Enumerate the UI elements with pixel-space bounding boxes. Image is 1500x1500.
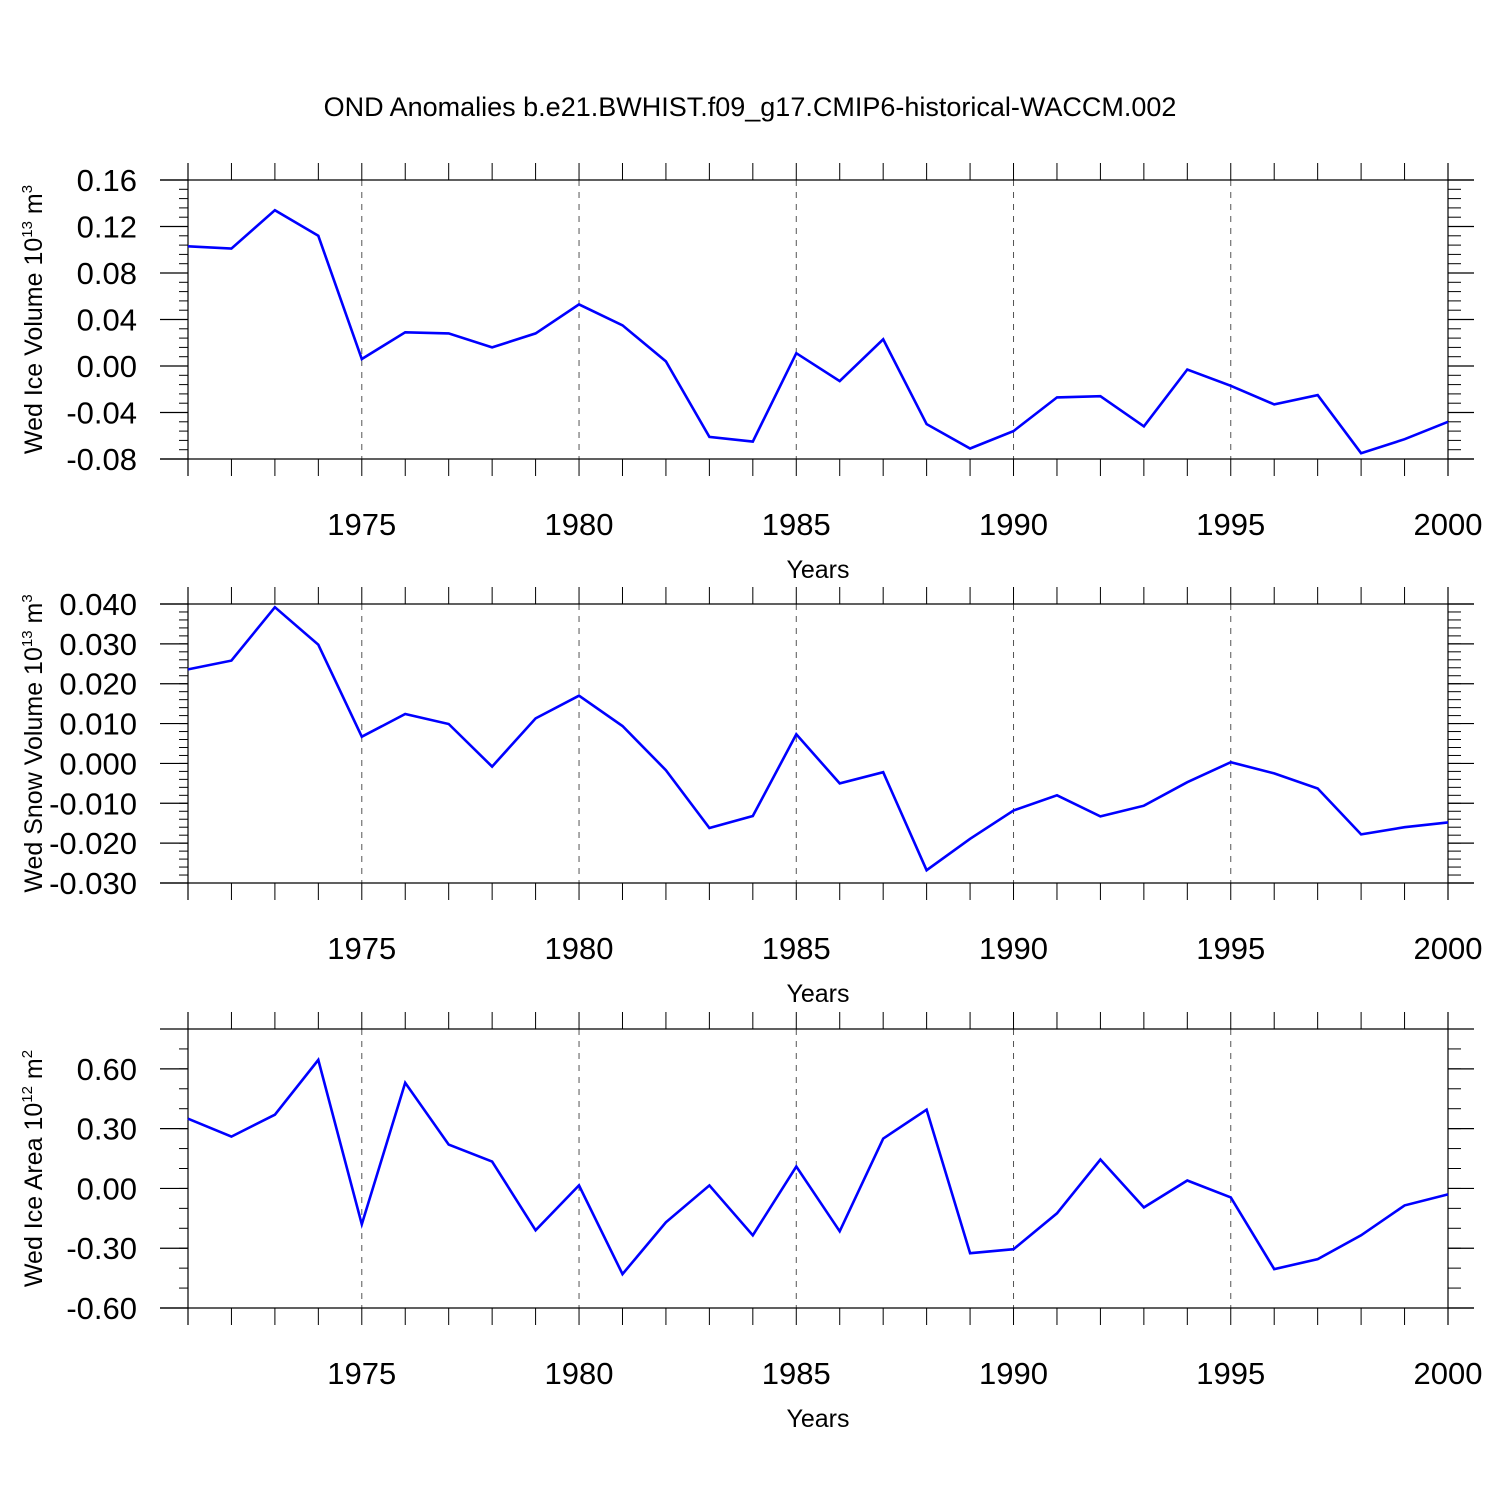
y-tick-label: -0.08: [66, 442, 137, 477]
y-tick-label: 0.00: [77, 1171, 137, 1206]
y-tick-label: -0.60: [66, 1291, 137, 1326]
x-tick-label: 1985: [762, 931, 831, 966]
x-tick-label: 1975: [327, 931, 396, 966]
y-label-superscript: 12: [19, 1086, 36, 1103]
x-tick-label: 1980: [545, 1356, 614, 1391]
y-tick-label: 0.16: [77, 163, 137, 198]
x-axis-label: Years: [786, 980, 849, 1008]
x-axis-label: Years: [786, 556, 849, 584]
y-label-text: Wed Snow Volume 10: [20, 647, 48, 893]
x-tick-label: 1980: [545, 931, 614, 966]
x-axis-label: Years: [786, 1405, 849, 1433]
y-tick-label: 0.30: [77, 1112, 137, 1147]
x-tick-label: 1975: [327, 1356, 396, 1391]
y-tick-label: 0.60: [77, 1052, 137, 1087]
y-label-superscript: 3: [19, 185, 36, 193]
x-tick-label: 1995: [1196, 931, 1265, 966]
y-label-superscript: 3: [19, 594, 36, 602]
y-label-text: m: [20, 1058, 48, 1086]
x-tick-label: 1995: [1196, 507, 1265, 542]
y-label-superscript: 2: [19, 1050, 36, 1058]
y-tick-label: -0.030: [49, 866, 137, 901]
y-tick-label: -0.30: [66, 1231, 137, 1266]
y-tick-label: -0.04: [66, 396, 137, 431]
x-tick-label: 1990: [979, 1356, 1048, 1391]
y-tick-label: 0.000: [59, 746, 137, 781]
x-tick-label: 1980: [545, 507, 614, 542]
y-tick-label: 0.04: [77, 303, 137, 338]
x-tick-label: 1990: [979, 931, 1048, 966]
y-tick-label: 0.12: [77, 210, 137, 245]
chart-title: OND Anomalies b.e21.BWHIST.f09_g17.CMIP6…: [324, 92, 1177, 122]
x-tick-label: 1985: [762, 507, 831, 542]
x-tick-label: 2000: [1414, 507, 1483, 542]
x-tick-label: 1995: [1196, 1356, 1265, 1391]
x-tick-label: 2000: [1414, 931, 1483, 966]
y-label-superscript: 13: [19, 221, 36, 238]
y-label-text: m: [20, 603, 48, 631]
y-axis-label: Wed Snow Volume 1013 m3: [19, 594, 49, 892]
series-line: [187, 208, 1449, 455]
panel-wed-snow-volume: -0.030 -0.020 -0.010 0.000 0.010 0.020 0.030 0.…: [19, 587, 1483, 1008]
y-tick-label: 0.030: [59, 627, 137, 662]
y-tick-label: 0.010: [59, 707, 137, 742]
y-label-superscript: 13: [19, 630, 36, 647]
panels: -0.08 -0.04 0.00 0.04 0.08 0.12 0.16 1975 1980 19…: [19, 163, 1483, 1433]
x-tick-label: 1975: [327, 507, 396, 542]
y-tick-label: 0.020: [59, 667, 137, 702]
series-line: [187, 605, 1449, 873]
x-tick-label: 1990: [979, 507, 1048, 542]
y-label-text: Wed Ice Area 10: [20, 1103, 48, 1287]
y-tick-label: 0.040: [59, 587, 137, 622]
series-line: [187, 1057, 1449, 1277]
panel-wed-ice-area: -0.60 -0.30 0.00 0.30 0.60 1975 1980 1985 1990 19…: [19, 1012, 1483, 1433]
y-axis-label: Wed Ice Volume 1013 m3: [19, 185, 49, 454]
y-tick-label: -0.010: [49, 786, 137, 821]
x-tick-label: 1985: [762, 1356, 831, 1391]
panel-wed-ice-volume: -0.08 -0.04 0.00 0.04 0.08 0.12 0.16 1975 1980 19…: [19, 163, 1483, 584]
y-label-text: m: [20, 193, 48, 221]
y-tick-label: 0.00: [77, 349, 137, 384]
y-tick-label: -0.020: [49, 826, 137, 861]
y-axis-label: Wed Ice Area 1012 m2: [19, 1050, 49, 1287]
y-tick-label: 0.08: [77, 256, 137, 291]
y-label-text: Wed Ice Volume 10: [20, 238, 48, 454]
x-tick-label: 2000: [1414, 1356, 1483, 1391]
